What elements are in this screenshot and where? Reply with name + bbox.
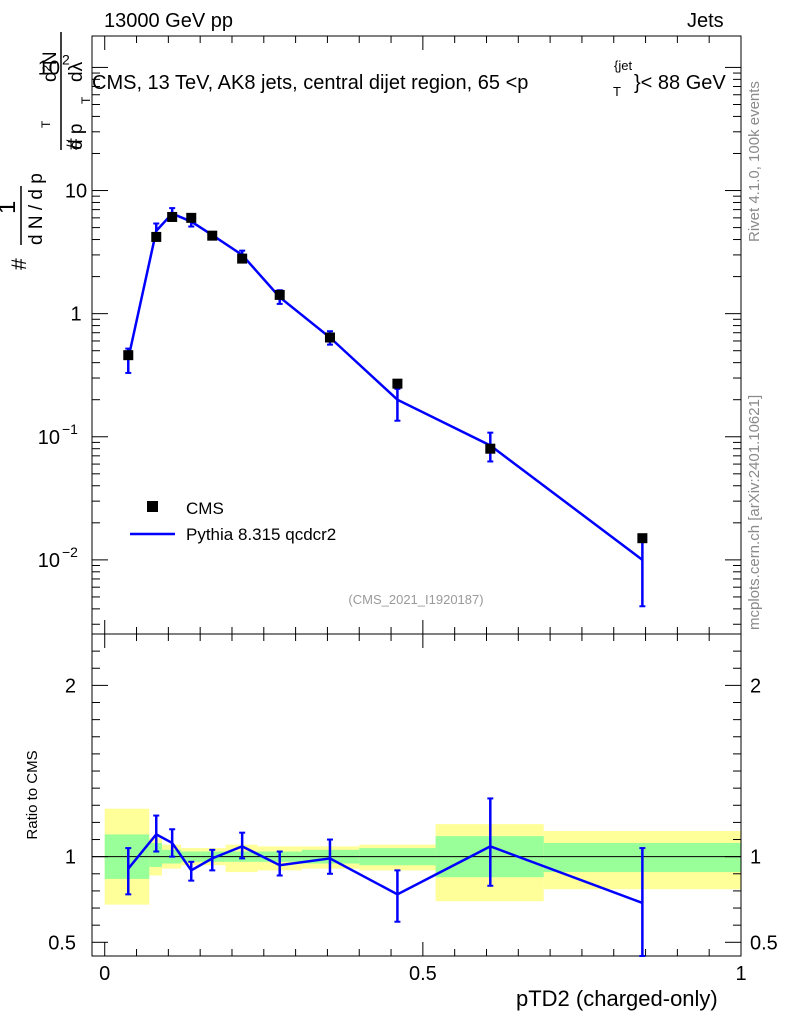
plot-frames — [91, 35, 742, 957]
header-left: 13000 GeV pp — [104, 10, 233, 32]
ratio-y-tick-label-right: 1 — [750, 847, 761, 869]
y-label-T-sub-2: T — [79, 96, 93, 104]
x-tick-label: 0.5 — [409, 963, 437, 985]
cms-point — [274, 289, 285, 300]
y-label-denominator: d N / d p — [26, 173, 47, 245]
cms-point — [637, 533, 648, 544]
y-label-dlambda: dλ — [66, 61, 87, 82]
y-label-hash: # — [8, 258, 31, 270]
cms-point — [123, 350, 134, 361]
cms-point — [392, 378, 403, 389]
chart-title-superscript: {jet — [614, 58, 632, 73]
source-label: mcplots.cern.ch [arXiv:2401.10621] — [746, 394, 763, 630]
chart-title-subscript: T — [613, 84, 621, 99]
annotations: CMS, 13 TeV, AK8 jets, central dijet reg… — [0, 32, 726, 840]
cms-point — [167, 211, 178, 222]
ratio-series — [125, 797, 646, 957]
ratio-stat-band-1 — [149, 842, 162, 867]
ratio-y-tick-label-right: 0.5 — [750, 932, 778, 954]
y-label-numerator: d²N — [40, 51, 61, 82]
analysis-id: (CMS_2021_I1920187) — [348, 592, 483, 607]
x-tick-label: 1 — [735, 963, 746, 985]
axis-ticks — [92, 36, 742, 956]
y-tick-exponent: −1 — [62, 421, 78, 437]
chart-title-end: }< 88 GeV — [634, 72, 726, 94]
y-tick-label: 1 — [70, 304, 81, 326]
y-axis-label: #1 d N / d p T # d²N d p Tdλ — [0, 32, 93, 270]
legend-pythia-label: Pythia 8.315 qcdcr2 — [186, 525, 336, 544]
y-tick-label: 10 — [38, 427, 60, 449]
main-frame — [91, 35, 742, 635]
cms-point — [324, 332, 335, 343]
ratio-y-tick-label-left: 1 — [65, 847, 76, 869]
cms-point — [485, 443, 496, 454]
ratio-y-tick-label-left: 0.5 — [48, 932, 76, 954]
y-tick-exponent: −2 — [62, 544, 78, 560]
y-label-hash-2: # — [63, 138, 86, 150]
ratio-frame — [91, 633, 742, 957]
y-label-T-sub: T — [39, 120, 53, 128]
y-tick-label: 10 — [38, 57, 60, 79]
cms-point — [207, 230, 218, 241]
x-tick-label: 0 — [99, 963, 110, 985]
rivet-label: Rivet 4.1.0, 100k events — [746, 81, 763, 242]
ratio-y-label: Ratio to CMS — [24, 750, 41, 839]
legend: CMS Pythia 8.315 qcdcr2 — [130, 499, 336, 544]
pythia-series — [125, 207, 646, 608]
cms-point — [151, 231, 162, 242]
cms-point — [186, 212, 197, 223]
y-tick-label: 10 — [65, 181, 87, 203]
chart-title: CMS, 13 TeV, AK8 jets, central dijet reg… — [92, 72, 528, 94]
x-axis-label: pTD2 (charged-only) — [516, 986, 718, 1011]
y-tick-label: 10 — [38, 550, 60, 572]
cms-series — [123, 211, 648, 544]
y-tick-exponent: 2 — [62, 51, 70, 67]
legend-cms-label: CMS — [186, 499, 224, 518]
cms-point — [237, 253, 248, 264]
ratio-y-tick-label-left: 2 — [65, 675, 76, 697]
ratio-y-tick-label-right: 2 — [750, 675, 761, 697]
legend-cms-marker — [147, 501, 158, 512]
y-label-dp: d p — [66, 124, 87, 150]
header-right: Jets — [687, 10, 724, 32]
y-label-one: 1 — [0, 201, 21, 214]
ratio-uncertainty-bands — [92, 808, 741, 905]
